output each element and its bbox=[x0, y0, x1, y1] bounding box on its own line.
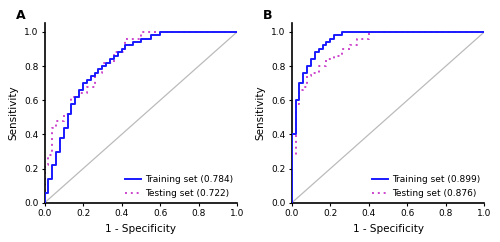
Text: B: B bbox=[263, 9, 272, 22]
X-axis label: 1 - Specificity: 1 - Specificity bbox=[106, 224, 176, 234]
Legend: Training set (0.899), Testing set (0.876): Training set (0.899), Testing set (0.876… bbox=[372, 175, 480, 198]
Legend: Training set (0.784), Testing set (0.722): Training set (0.784), Testing set (0.722… bbox=[125, 175, 232, 198]
Text: A: A bbox=[16, 9, 25, 22]
Y-axis label: Sensitivity: Sensitivity bbox=[256, 86, 266, 140]
X-axis label: 1 - Specificity: 1 - Specificity bbox=[352, 224, 424, 234]
Y-axis label: Sensitivity: Sensitivity bbox=[8, 86, 18, 140]
